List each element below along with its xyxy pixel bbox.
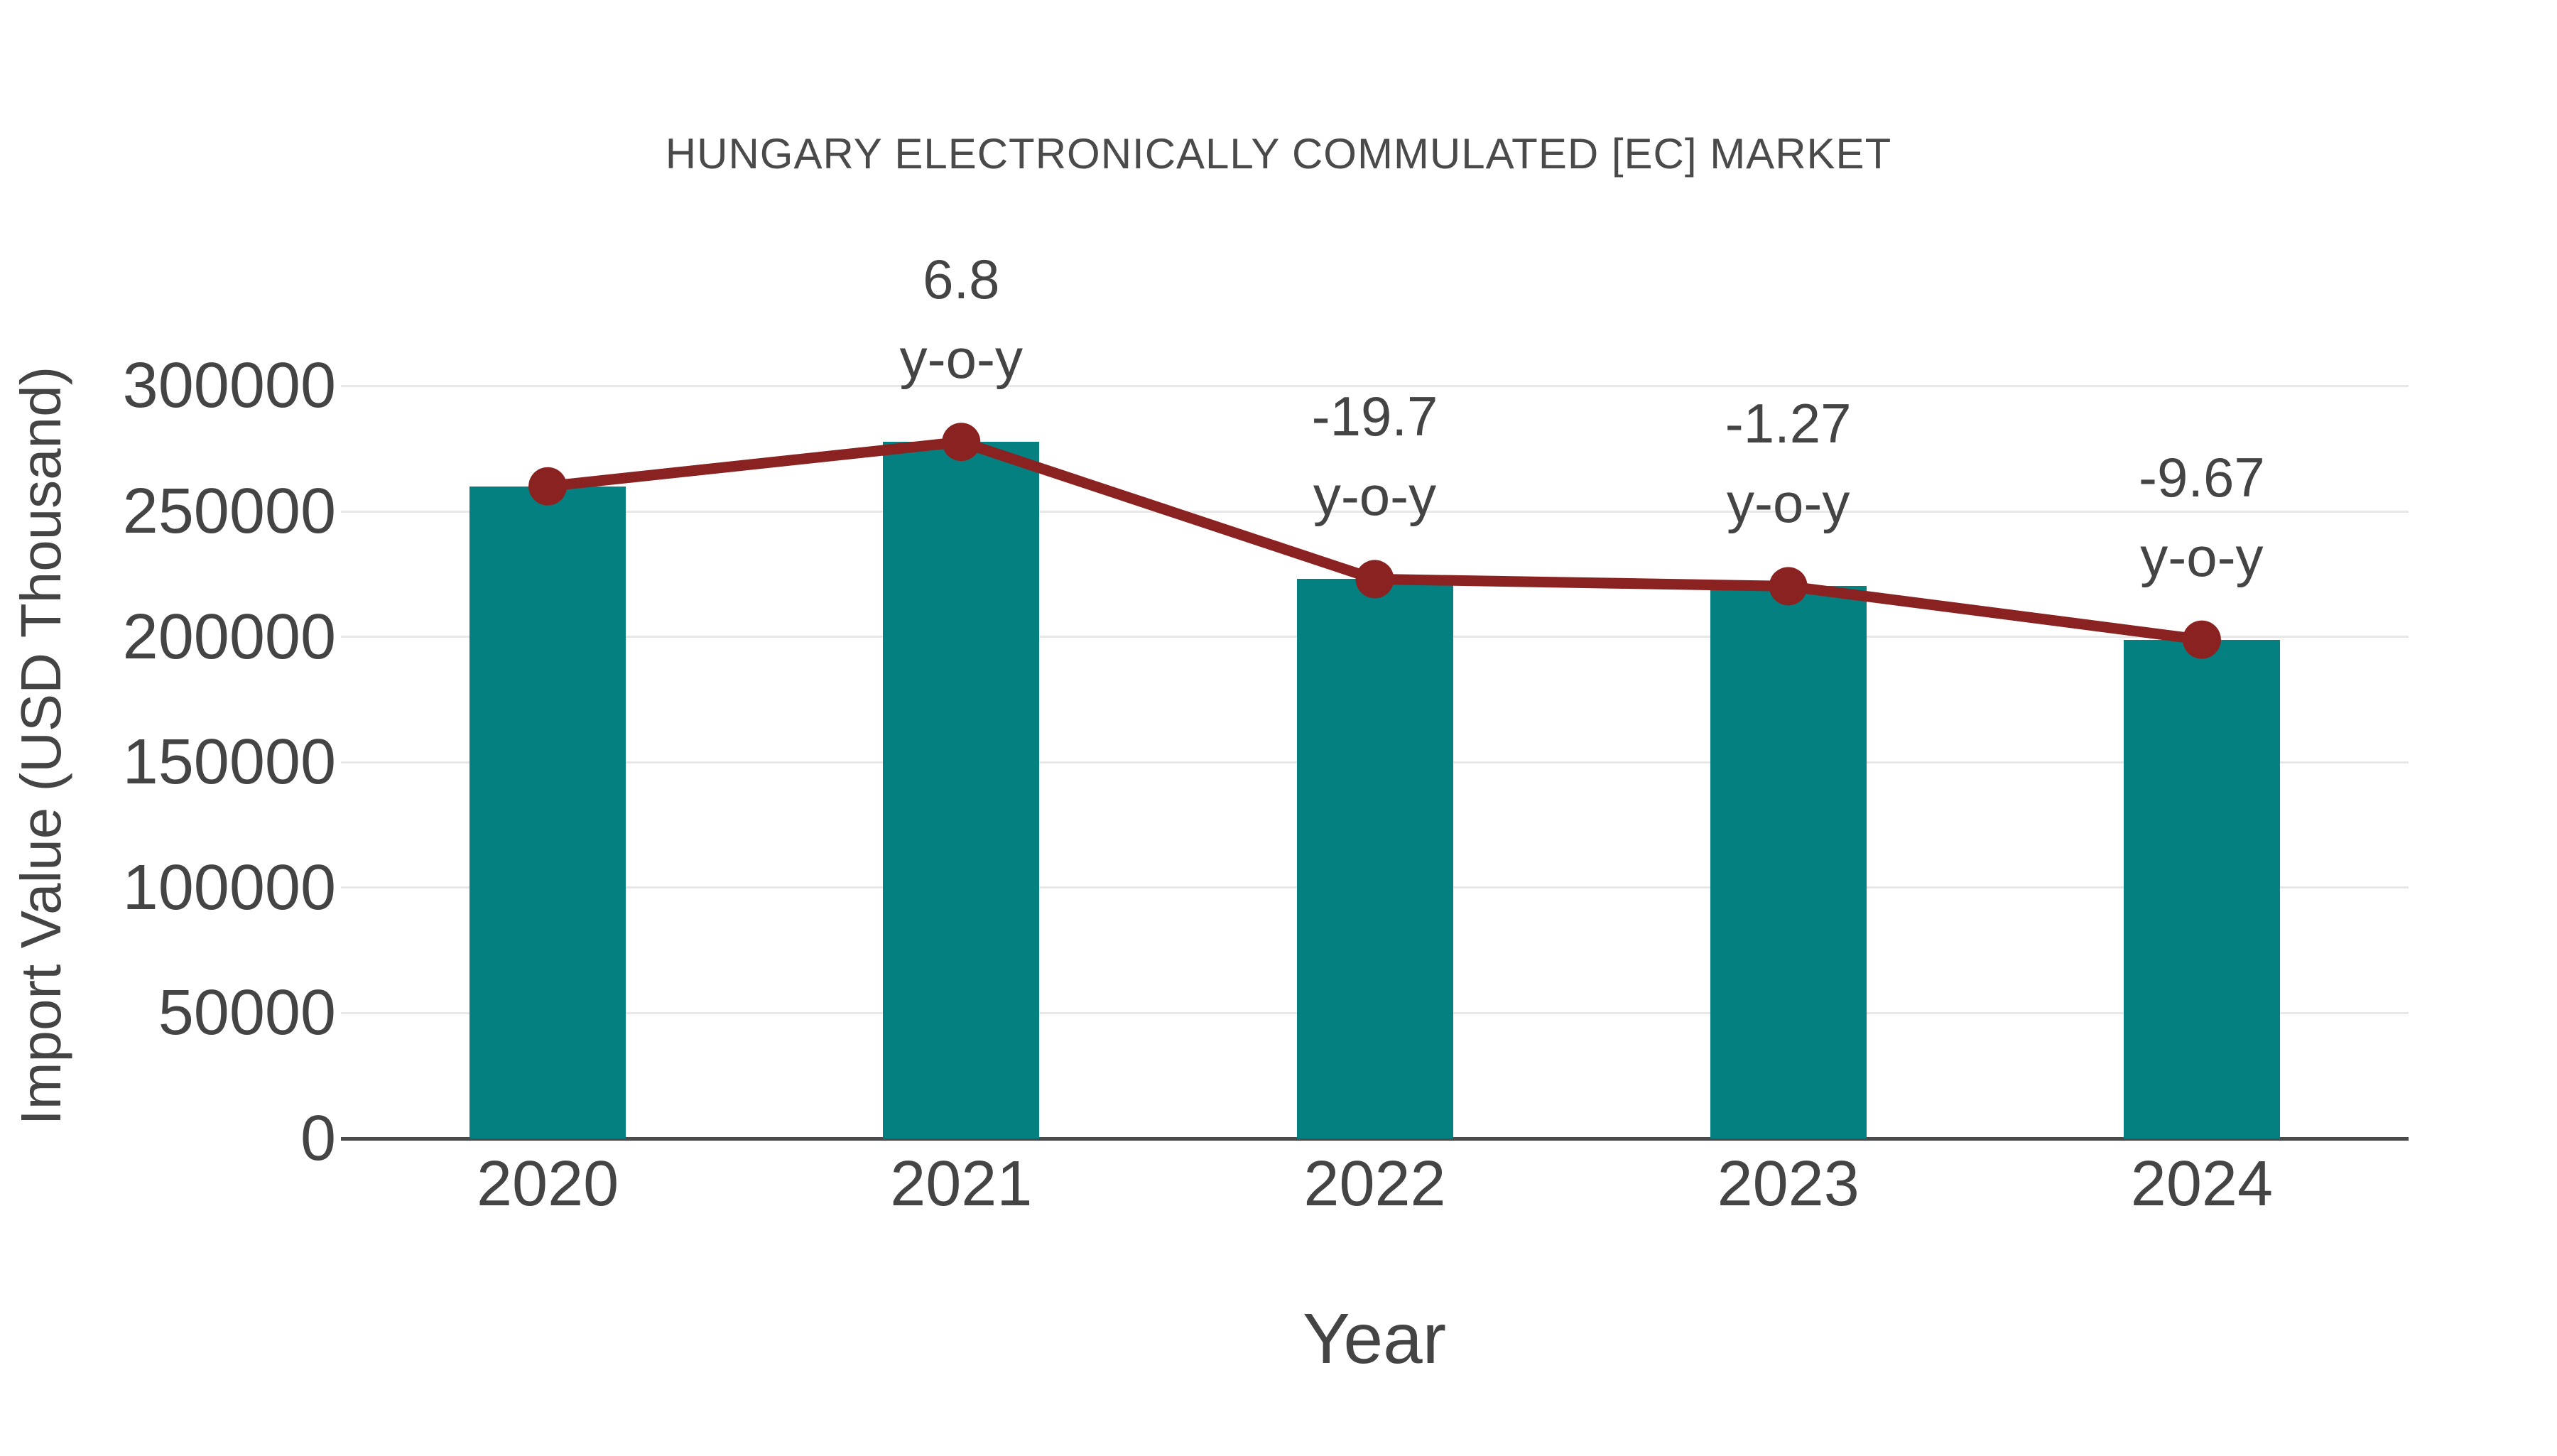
marker-2020 — [528, 467, 568, 506]
y-tick-label-50000: 50000 — [158, 977, 336, 1049]
annotation-suffix: y-o-y — [1313, 464, 1437, 528]
x-tick-label-2023: 2023 — [1717, 1148, 1860, 1219]
annotation-value: -9.67 — [2138, 445, 2265, 509]
marker-2023 — [1769, 567, 1808, 606]
annotation-suffix: y-o-y — [899, 327, 1023, 391]
annotation-value: -19.7 — [1311, 385, 1438, 448]
annotation-value: -1.27 — [1725, 392, 1852, 455]
bar-2022 — [1296, 579, 1453, 1139]
y-tick-label-150000: 150000 — [122, 727, 336, 798]
bar-2021 — [883, 442, 1040, 1139]
marker-2021 — [942, 423, 981, 462]
bar-2020 — [469, 486, 626, 1139]
x-tick-label-2021: 2021 — [890, 1148, 1033, 1219]
y-tick-label-250000: 250000 — [122, 476, 336, 547]
gridline-300000 — [341, 384, 2409, 387]
gridline-250000 — [341, 510, 2409, 513]
y-tick-label-0: 0 — [300, 1103, 336, 1174]
x-tick-label-2024: 2024 — [2130, 1148, 2273, 1219]
y-tick-label-100000: 100000 — [122, 852, 336, 923]
y-tick-label-200000: 200000 — [122, 601, 336, 673]
marker-2022 — [1355, 560, 1394, 599]
annotation-2022: -19.7 y-o-y — [1162, 376, 1588, 536]
x-tick-label-2022: 2022 — [1303, 1148, 1446, 1219]
annotation-suffix: y-o-y — [2140, 525, 2264, 588]
y-tick-label-300000: 300000 — [122, 350, 336, 422]
x-axis-line — [341, 1137, 2409, 1141]
annotation-2023: -1.27 y-o-y — [1575, 384, 2002, 543]
yoy-line — [547, 436, 2203, 646]
x-axis-title: Year — [1302, 1299, 1447, 1379]
marker-2024 — [2182, 620, 2221, 659]
bar-2023 — [1710, 586, 1867, 1139]
annotation-2024: -9.67 y-o-y — [1989, 438, 2415, 597]
annotation-value: 6.8 — [923, 248, 1000, 311]
chart-title: HUNGARY ELECTRONICALLY COMMULATED [EC] M… — [665, 130, 1892, 178]
annotation-suffix: y-o-y — [1727, 472, 1850, 535]
bar-2024 — [2123, 639, 2280, 1139]
annotation-2021: 6.8 y-o-y — [748, 239, 1174, 398]
x-tick-label-2020: 2020 — [476, 1148, 619, 1219]
